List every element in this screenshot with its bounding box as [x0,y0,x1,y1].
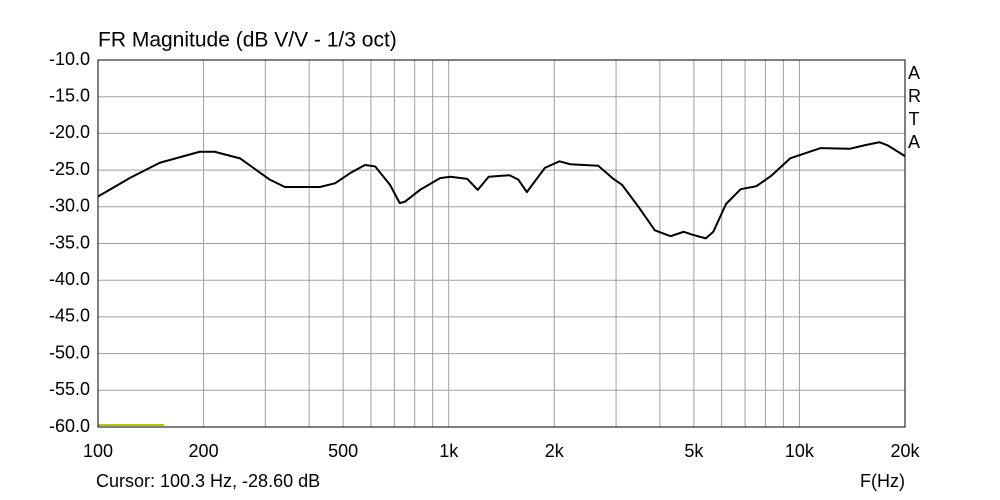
y-tick-label: -20.0 [49,122,90,142]
y-tick-label: -40.0 [49,269,90,289]
brand: ARTA [908,63,921,152]
y-tick-label: -50.0 [49,342,90,362]
x-tick-label: 200 [189,441,219,461]
y-tick-label: -30.0 [49,196,90,216]
x-tick-label: 500 [328,441,358,461]
x-tick-label: 10k [785,441,815,461]
y-tick-label: -10.0 [49,49,90,69]
y-tick-label: -55.0 [49,379,90,399]
x-axis-label: F(Hz) [860,471,905,491]
plot-frame [97,59,906,428]
y-tick-label: -15.0 [49,85,90,105]
y-tick-label: -45.0 [49,306,90,326]
chart-title: FR Magnitude (dB V/V - 1/3 oct) [98,29,397,52]
cursor-readout: Cursor: 100.3 Hz, -28.60 dB [96,471,320,491]
x-tick-label: 5k [684,441,704,461]
y-tick-label: -35.0 [49,232,90,252]
x-tick-label: 20k [890,441,920,461]
y-tick-label: -25.0 [49,159,90,179]
fr-curve [97,141,906,240]
x-tick-label: 100 [83,441,113,461]
y-tick-label: -60.0 [49,416,90,436]
x-tick-label: 1k [439,441,459,461]
x-tick-label: 2k [545,441,565,461]
